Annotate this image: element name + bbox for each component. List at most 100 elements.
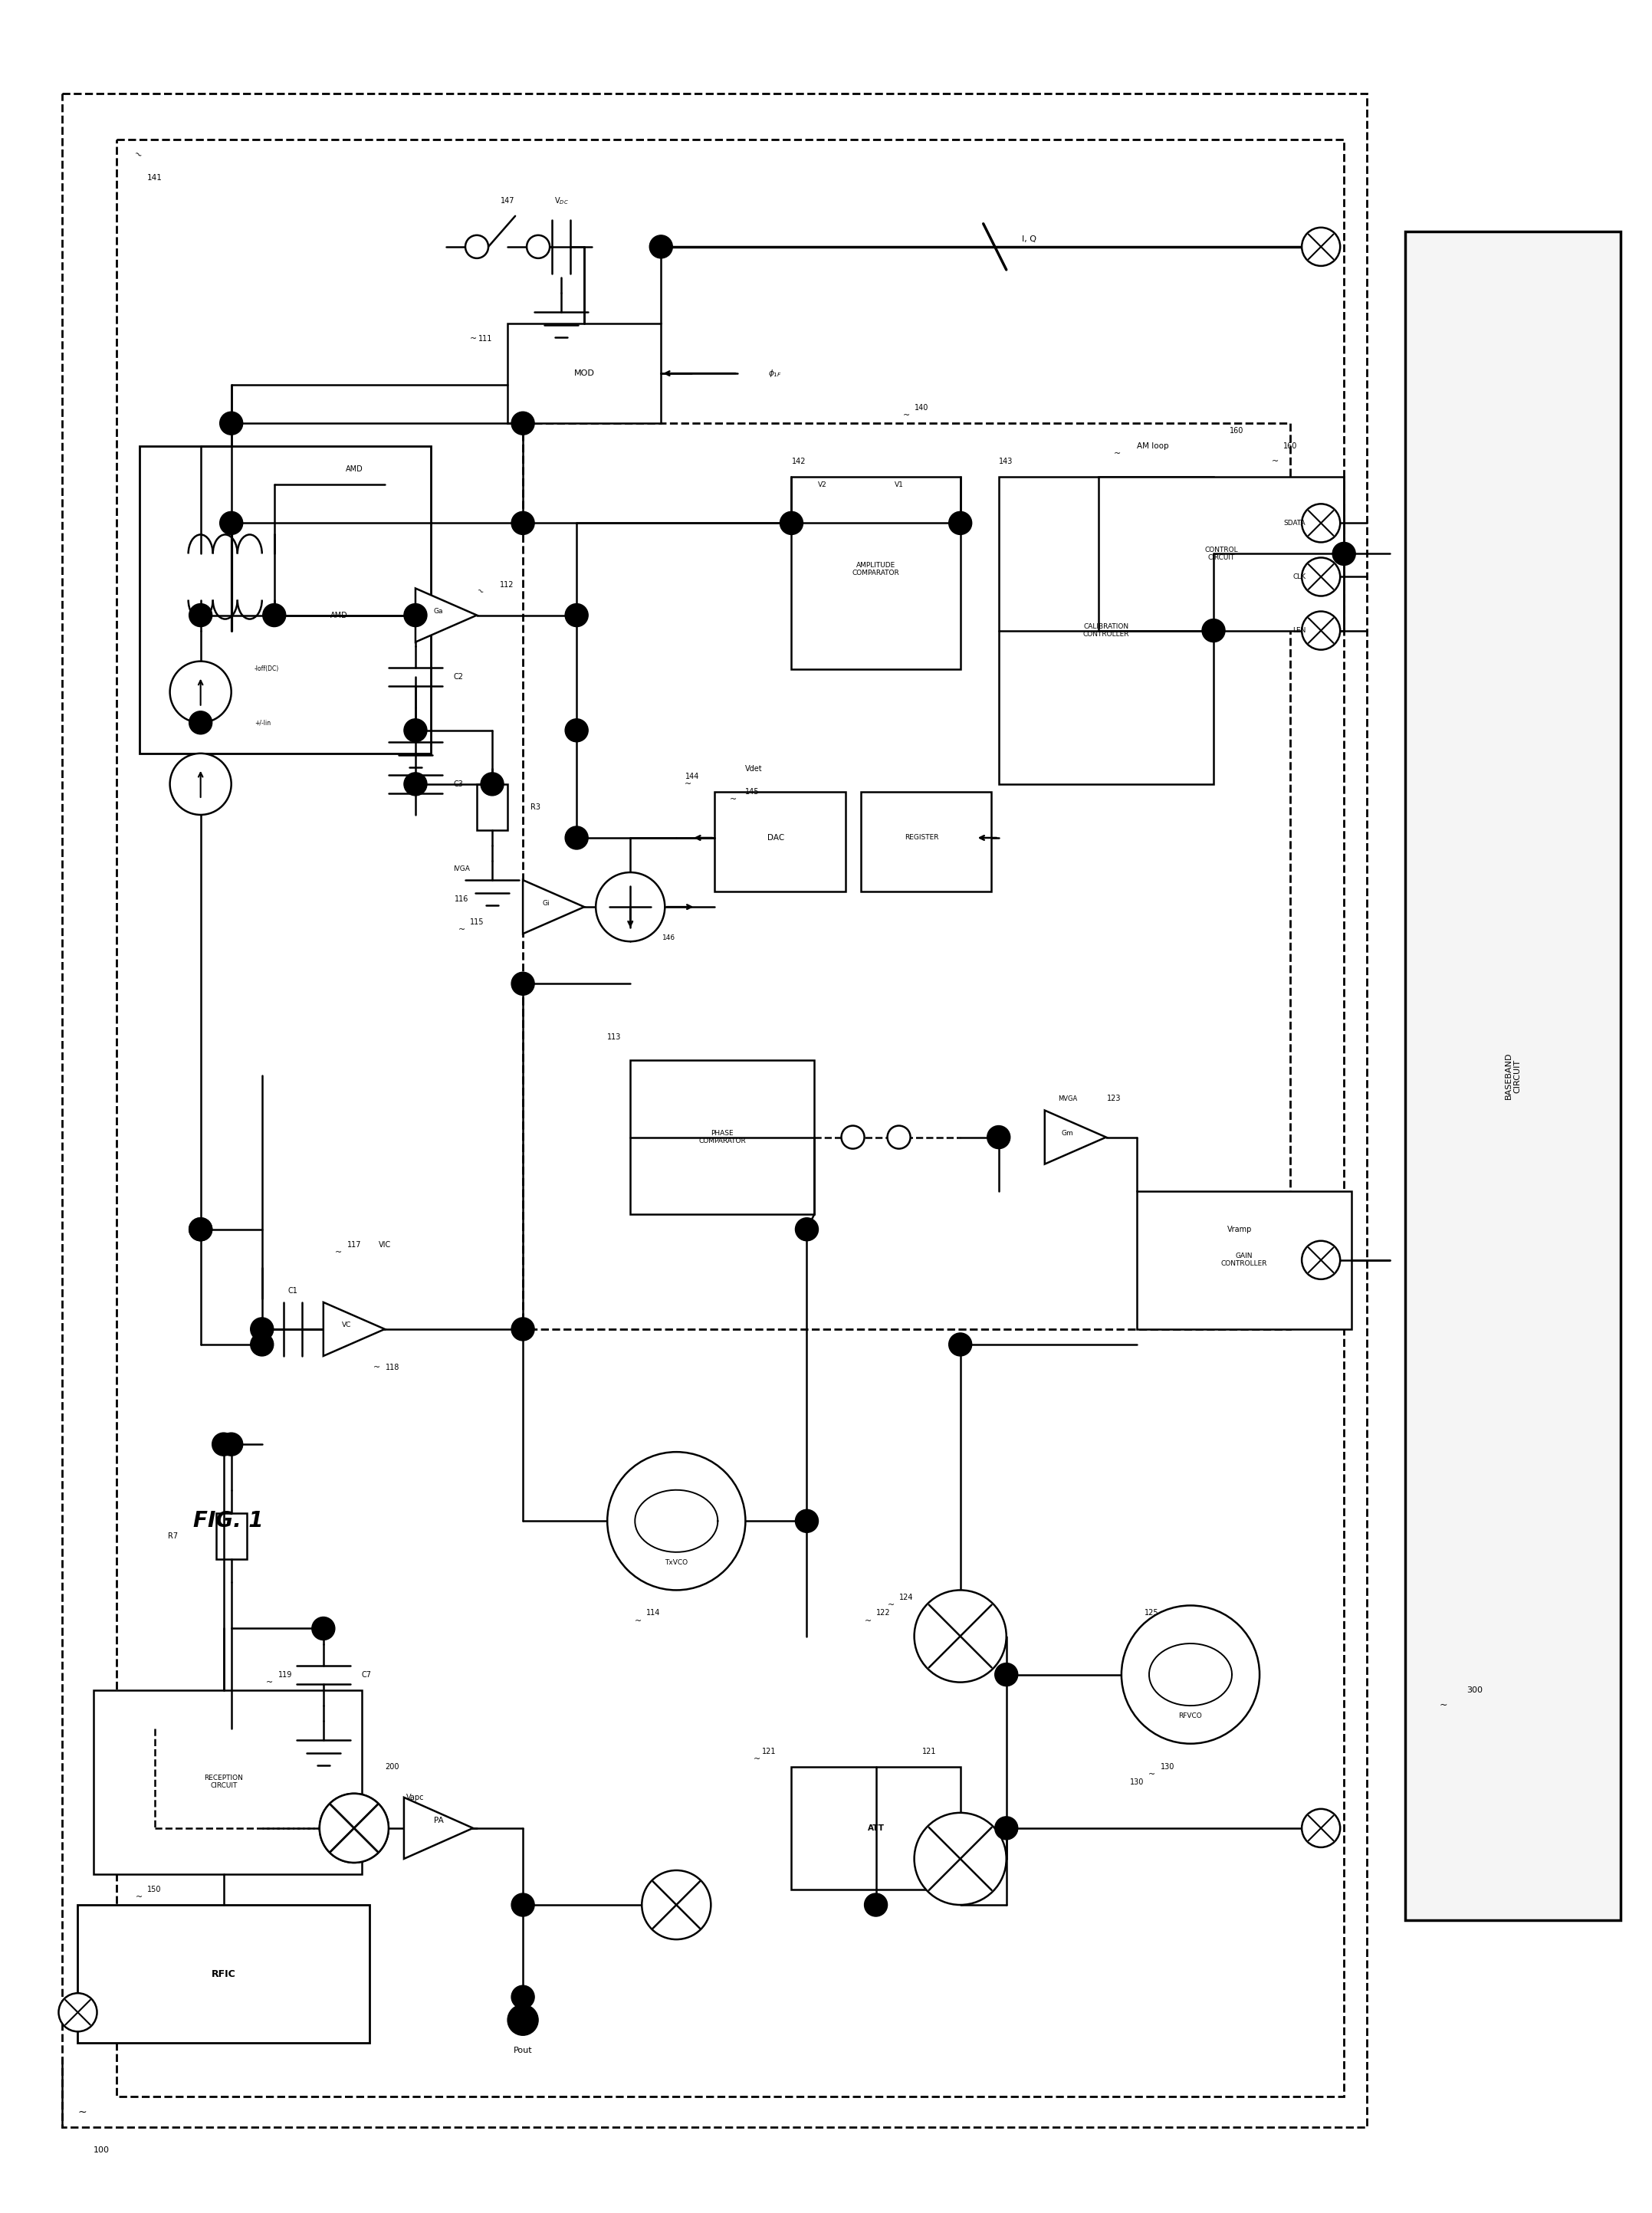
Bar bbox=[1137, 1191, 1351, 1330]
Circle shape bbox=[1203, 620, 1226, 642]
Text: BASEBAND
CIRCUIT: BASEBAND CIRCUIT bbox=[1505, 1051, 1521, 1100]
Text: +/-Iin: +/-Iin bbox=[254, 719, 271, 726]
Text: 200: 200 bbox=[385, 1764, 400, 1770]
Text: 142: 142 bbox=[791, 458, 806, 465]
Circle shape bbox=[188, 1217, 211, 1241]
Text: ~: ~ bbox=[132, 148, 144, 162]
Circle shape bbox=[1122, 1604, 1259, 1744]
Text: 121: 121 bbox=[762, 1748, 776, 1755]
Text: ATT: ATT bbox=[867, 1824, 884, 1832]
Polygon shape bbox=[524, 881, 585, 934]
Text: 119: 119 bbox=[278, 1671, 292, 1677]
Text: Gi: Gi bbox=[542, 901, 550, 907]
Text: 141: 141 bbox=[147, 175, 162, 181]
Circle shape bbox=[512, 511, 534, 536]
Text: SDATA: SDATA bbox=[1284, 520, 1305, 527]
Text: LEN: LEN bbox=[1292, 626, 1305, 633]
Circle shape bbox=[170, 752, 231, 814]
Circle shape bbox=[1302, 1808, 1340, 1848]
Text: REGISTER: REGISTER bbox=[905, 834, 938, 841]
Text: 143: 143 bbox=[999, 458, 1013, 465]
Circle shape bbox=[211, 1432, 235, 1456]
Bar bbox=[631, 1060, 814, 1215]
Circle shape bbox=[220, 1432, 243, 1456]
Text: FIG. 1: FIG. 1 bbox=[193, 1509, 263, 1531]
Circle shape bbox=[251, 1332, 274, 1357]
Bar bbox=[999, 478, 1214, 783]
Circle shape bbox=[405, 772, 426, 797]
Text: CLK: CLK bbox=[1292, 573, 1305, 580]
Circle shape bbox=[1333, 542, 1356, 564]
Text: ~: ~ bbox=[684, 781, 692, 788]
Circle shape bbox=[795, 1509, 818, 1534]
Text: 118: 118 bbox=[385, 1363, 400, 1372]
Text: ~: ~ bbox=[1272, 458, 1279, 465]
Circle shape bbox=[220, 412, 243, 434]
Text: AMD: AMD bbox=[345, 465, 363, 474]
Circle shape bbox=[405, 719, 426, 741]
Text: 115: 115 bbox=[469, 918, 484, 925]
Bar bbox=[791, 1766, 960, 1890]
Bar bbox=[78, 1905, 370, 2043]
Circle shape bbox=[188, 1217, 211, 1241]
Circle shape bbox=[864, 1894, 887, 1916]
Text: VC: VC bbox=[342, 1321, 352, 1328]
Circle shape bbox=[405, 604, 426, 626]
Text: Vramp: Vramp bbox=[1227, 1226, 1252, 1233]
Text: C1: C1 bbox=[287, 1288, 297, 1295]
Circle shape bbox=[995, 1817, 1018, 1839]
Text: -Ioff(DC): -Ioff(DC) bbox=[254, 666, 279, 673]
Circle shape bbox=[1302, 1241, 1340, 1279]
Text: 160: 160 bbox=[1284, 443, 1297, 449]
Text: 114: 114 bbox=[646, 1609, 661, 1618]
Text: ~: ~ bbox=[634, 1618, 641, 1624]
Text: 150: 150 bbox=[147, 1885, 162, 1894]
Text: ~: ~ bbox=[1113, 449, 1120, 458]
Text: AMPLITUDE
COMPARATOR: AMPLITUDE COMPARATOR bbox=[852, 562, 900, 578]
Bar bbox=[93, 1691, 362, 1874]
Circle shape bbox=[507, 2005, 539, 2036]
Text: Ga: Ga bbox=[434, 609, 443, 615]
Circle shape bbox=[795, 1217, 818, 1241]
Text: ~: ~ bbox=[864, 1618, 872, 1624]
Text: V1: V1 bbox=[894, 480, 904, 489]
Text: ~: ~ bbox=[730, 797, 737, 803]
Circle shape bbox=[220, 511, 243, 536]
Circle shape bbox=[988, 1126, 1009, 1149]
Circle shape bbox=[948, 511, 971, 536]
Text: V$_{DC}$: V$_{DC}$ bbox=[553, 195, 568, 206]
Circle shape bbox=[466, 235, 489, 259]
Circle shape bbox=[643, 1870, 710, 1939]
Text: PHASE
COMPARATOR: PHASE COMPARATOR bbox=[699, 1131, 747, 1144]
Text: VIC: VIC bbox=[378, 1241, 392, 1248]
Text: CALIBRATION
CONTROLLER: CALIBRATION CONTROLLER bbox=[1084, 624, 1130, 637]
Text: R3: R3 bbox=[530, 803, 540, 810]
Text: ~: ~ bbox=[458, 925, 466, 934]
Circle shape bbox=[319, 1793, 388, 1863]
Text: 145: 145 bbox=[745, 788, 760, 797]
Text: ~: ~ bbox=[335, 1248, 342, 1257]
Circle shape bbox=[481, 772, 504, 797]
Text: 100: 100 bbox=[93, 2147, 109, 2153]
Polygon shape bbox=[1044, 1111, 1107, 1164]
Circle shape bbox=[565, 825, 588, 850]
Text: 146: 146 bbox=[662, 934, 676, 941]
Circle shape bbox=[649, 235, 672, 259]
Text: 113: 113 bbox=[608, 1033, 621, 1042]
Bar bbox=[63, 93, 1366, 2127]
Circle shape bbox=[263, 604, 286, 626]
Circle shape bbox=[608, 1452, 745, 1591]
Circle shape bbox=[995, 1662, 1018, 1686]
Circle shape bbox=[1302, 611, 1340, 651]
Text: PA: PA bbox=[433, 1817, 443, 1824]
Text: ~: ~ bbox=[1439, 1700, 1447, 1711]
Polygon shape bbox=[324, 1301, 385, 1357]
Bar bbox=[524, 423, 1290, 1330]
Text: 144: 144 bbox=[686, 772, 699, 781]
Text: C2: C2 bbox=[454, 673, 464, 679]
Text: 112: 112 bbox=[501, 580, 514, 589]
Circle shape bbox=[914, 1591, 1006, 1682]
Circle shape bbox=[188, 604, 211, 626]
Text: CONTROL
CIRCUIT: CONTROL CIRCUIT bbox=[1204, 547, 1237, 562]
Circle shape bbox=[512, 1894, 534, 1916]
